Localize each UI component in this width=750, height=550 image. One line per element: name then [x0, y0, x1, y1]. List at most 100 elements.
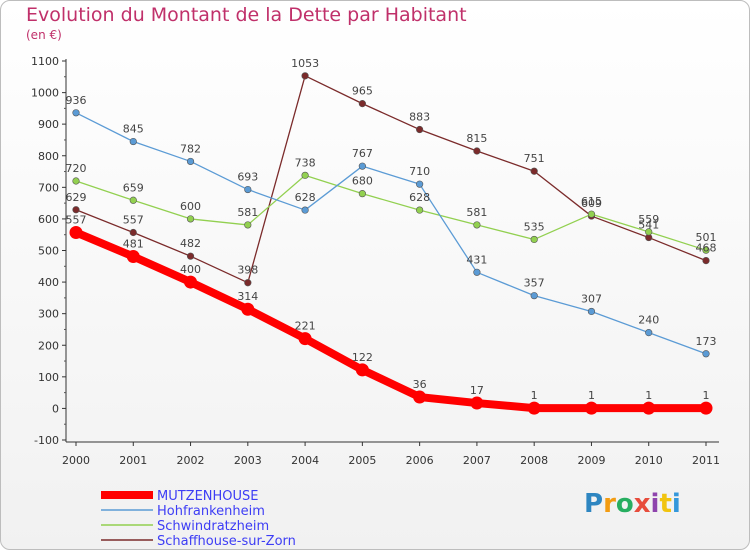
x-tick-label: 2000 — [62, 454, 90, 467]
data-point — [699, 401, 713, 415]
x-tick-label: 2007 — [463, 454, 491, 467]
x-tick-label: 2002 — [177, 454, 205, 467]
data-point — [358, 100, 366, 108]
data-point — [702, 246, 710, 254]
chart-title: Evolution du Montant de la Dette par Hab… — [26, 4, 467, 26]
data-label: 615 — [581, 195, 602, 208]
data-point — [473, 268, 481, 276]
data-label: 482 — [180, 237, 201, 250]
data-label: 122 — [352, 351, 373, 364]
data-point — [530, 292, 538, 300]
series-line-mutzenhouse — [74, 228, 706, 413]
data-label: 936 — [66, 94, 87, 107]
data-point — [184, 275, 198, 289]
proxiti-logo: Proxiti — [584, 489, 681, 519]
data-label: 680 — [352, 175, 373, 188]
legend-entry: Hohfrankenheim — [157, 504, 265, 519]
data-point — [358, 190, 366, 198]
data-point — [587, 210, 596, 218]
data-point — [72, 177, 80, 185]
data-label: 400 — [180, 263, 201, 276]
data-point — [241, 302, 255, 316]
data-point — [702, 257, 710, 265]
logo-letter: t — [659, 489, 672, 519]
data-label: 710 — [409, 165, 430, 178]
legend-entry: Schwindratzheim — [157, 519, 269, 534]
data-label: 738 — [295, 156, 316, 169]
data-point — [244, 279, 252, 287]
data-point — [72, 109, 80, 117]
data-label: 720 — [66, 162, 87, 175]
data-label: 501 — [696, 231, 717, 244]
y-tick-label: 300 — [38, 308, 59, 321]
data-point — [416, 125, 424, 134]
data-point — [301, 72, 309, 80]
x-tick-label: 2010 — [635, 454, 663, 467]
y-tick-label: 700 — [38, 181, 59, 194]
series-line-schaffhouse-sur-zorn — [75, 75, 707, 284]
y-tick-label: 900 — [38, 118, 59, 131]
data-label: 767 — [352, 147, 373, 160]
data-label: 535 — [524, 220, 545, 233]
logo-letter: x — [633, 489, 651, 519]
data-label: 600 — [180, 200, 201, 213]
data-label: 1 — [531, 389, 538, 402]
y-tick-label: 0 — [52, 402, 59, 415]
data-label: 1 — [645, 389, 652, 402]
data-label: 965 — [352, 85, 373, 98]
data-point — [527, 401, 541, 415]
y-tick-label: 400 — [38, 276, 59, 289]
y-tick-label: 600 — [38, 213, 59, 226]
data-point — [298, 332, 312, 346]
data-label: 240 — [638, 314, 659, 327]
data-point — [473, 221, 481, 229]
data-label: 581 — [237, 206, 258, 219]
data-label: 314 — [237, 290, 258, 303]
data-label: 751 — [524, 152, 545, 165]
data-point — [355, 363, 369, 377]
logo-letter: i — [671, 489, 681, 519]
x-tick-label: 2011 — [692, 454, 720, 467]
data-label: 581 — [466, 206, 487, 219]
legend-entry: MUTZENHOUSE — [157, 489, 259, 504]
data-point — [358, 162, 366, 170]
data-point — [129, 196, 137, 204]
data-label: 1 — [703, 389, 710, 402]
data-point — [301, 171, 309, 179]
data-label: 557 — [123, 213, 144, 226]
data-point — [244, 185, 252, 194]
data-label: 693 — [237, 171, 258, 184]
y-tick-label: 200 — [38, 339, 59, 352]
data-label: 468 — [696, 242, 717, 255]
data-point — [530, 167, 538, 175]
data-point — [416, 206, 424, 214]
data-point — [587, 307, 596, 316]
data-point — [645, 329, 653, 337]
data-label: 815 — [466, 132, 487, 145]
data-label: 481 — [123, 238, 144, 251]
data-label: 557 — [66, 213, 87, 226]
data-label: 36 — [413, 378, 427, 391]
data-point — [416, 180, 424, 188]
x-tick-label: 2004 — [291, 454, 319, 467]
data-point — [72, 206, 80, 214]
data-point — [126, 250, 140, 264]
y-tick-label: 800 — [38, 150, 59, 163]
x-tick-label: 2009 — [577, 454, 605, 467]
data-point — [186, 157, 195, 166]
logo-letter: P — [584, 489, 604, 519]
data-label: 1053 — [291, 57, 319, 70]
data-label: 307 — [581, 292, 602, 305]
data-point — [645, 228, 653, 236]
data-point — [69, 225, 83, 239]
data-point — [129, 228, 137, 237]
data-label: 782 — [180, 142, 201, 155]
data-point — [702, 350, 710, 358]
x-tick-label: 2005 — [348, 454, 376, 467]
data-label: 883 — [409, 111, 430, 124]
data-label: 609 — [581, 197, 602, 210]
data-label: 221 — [295, 320, 316, 333]
logo-letter: i — [650, 489, 660, 519]
